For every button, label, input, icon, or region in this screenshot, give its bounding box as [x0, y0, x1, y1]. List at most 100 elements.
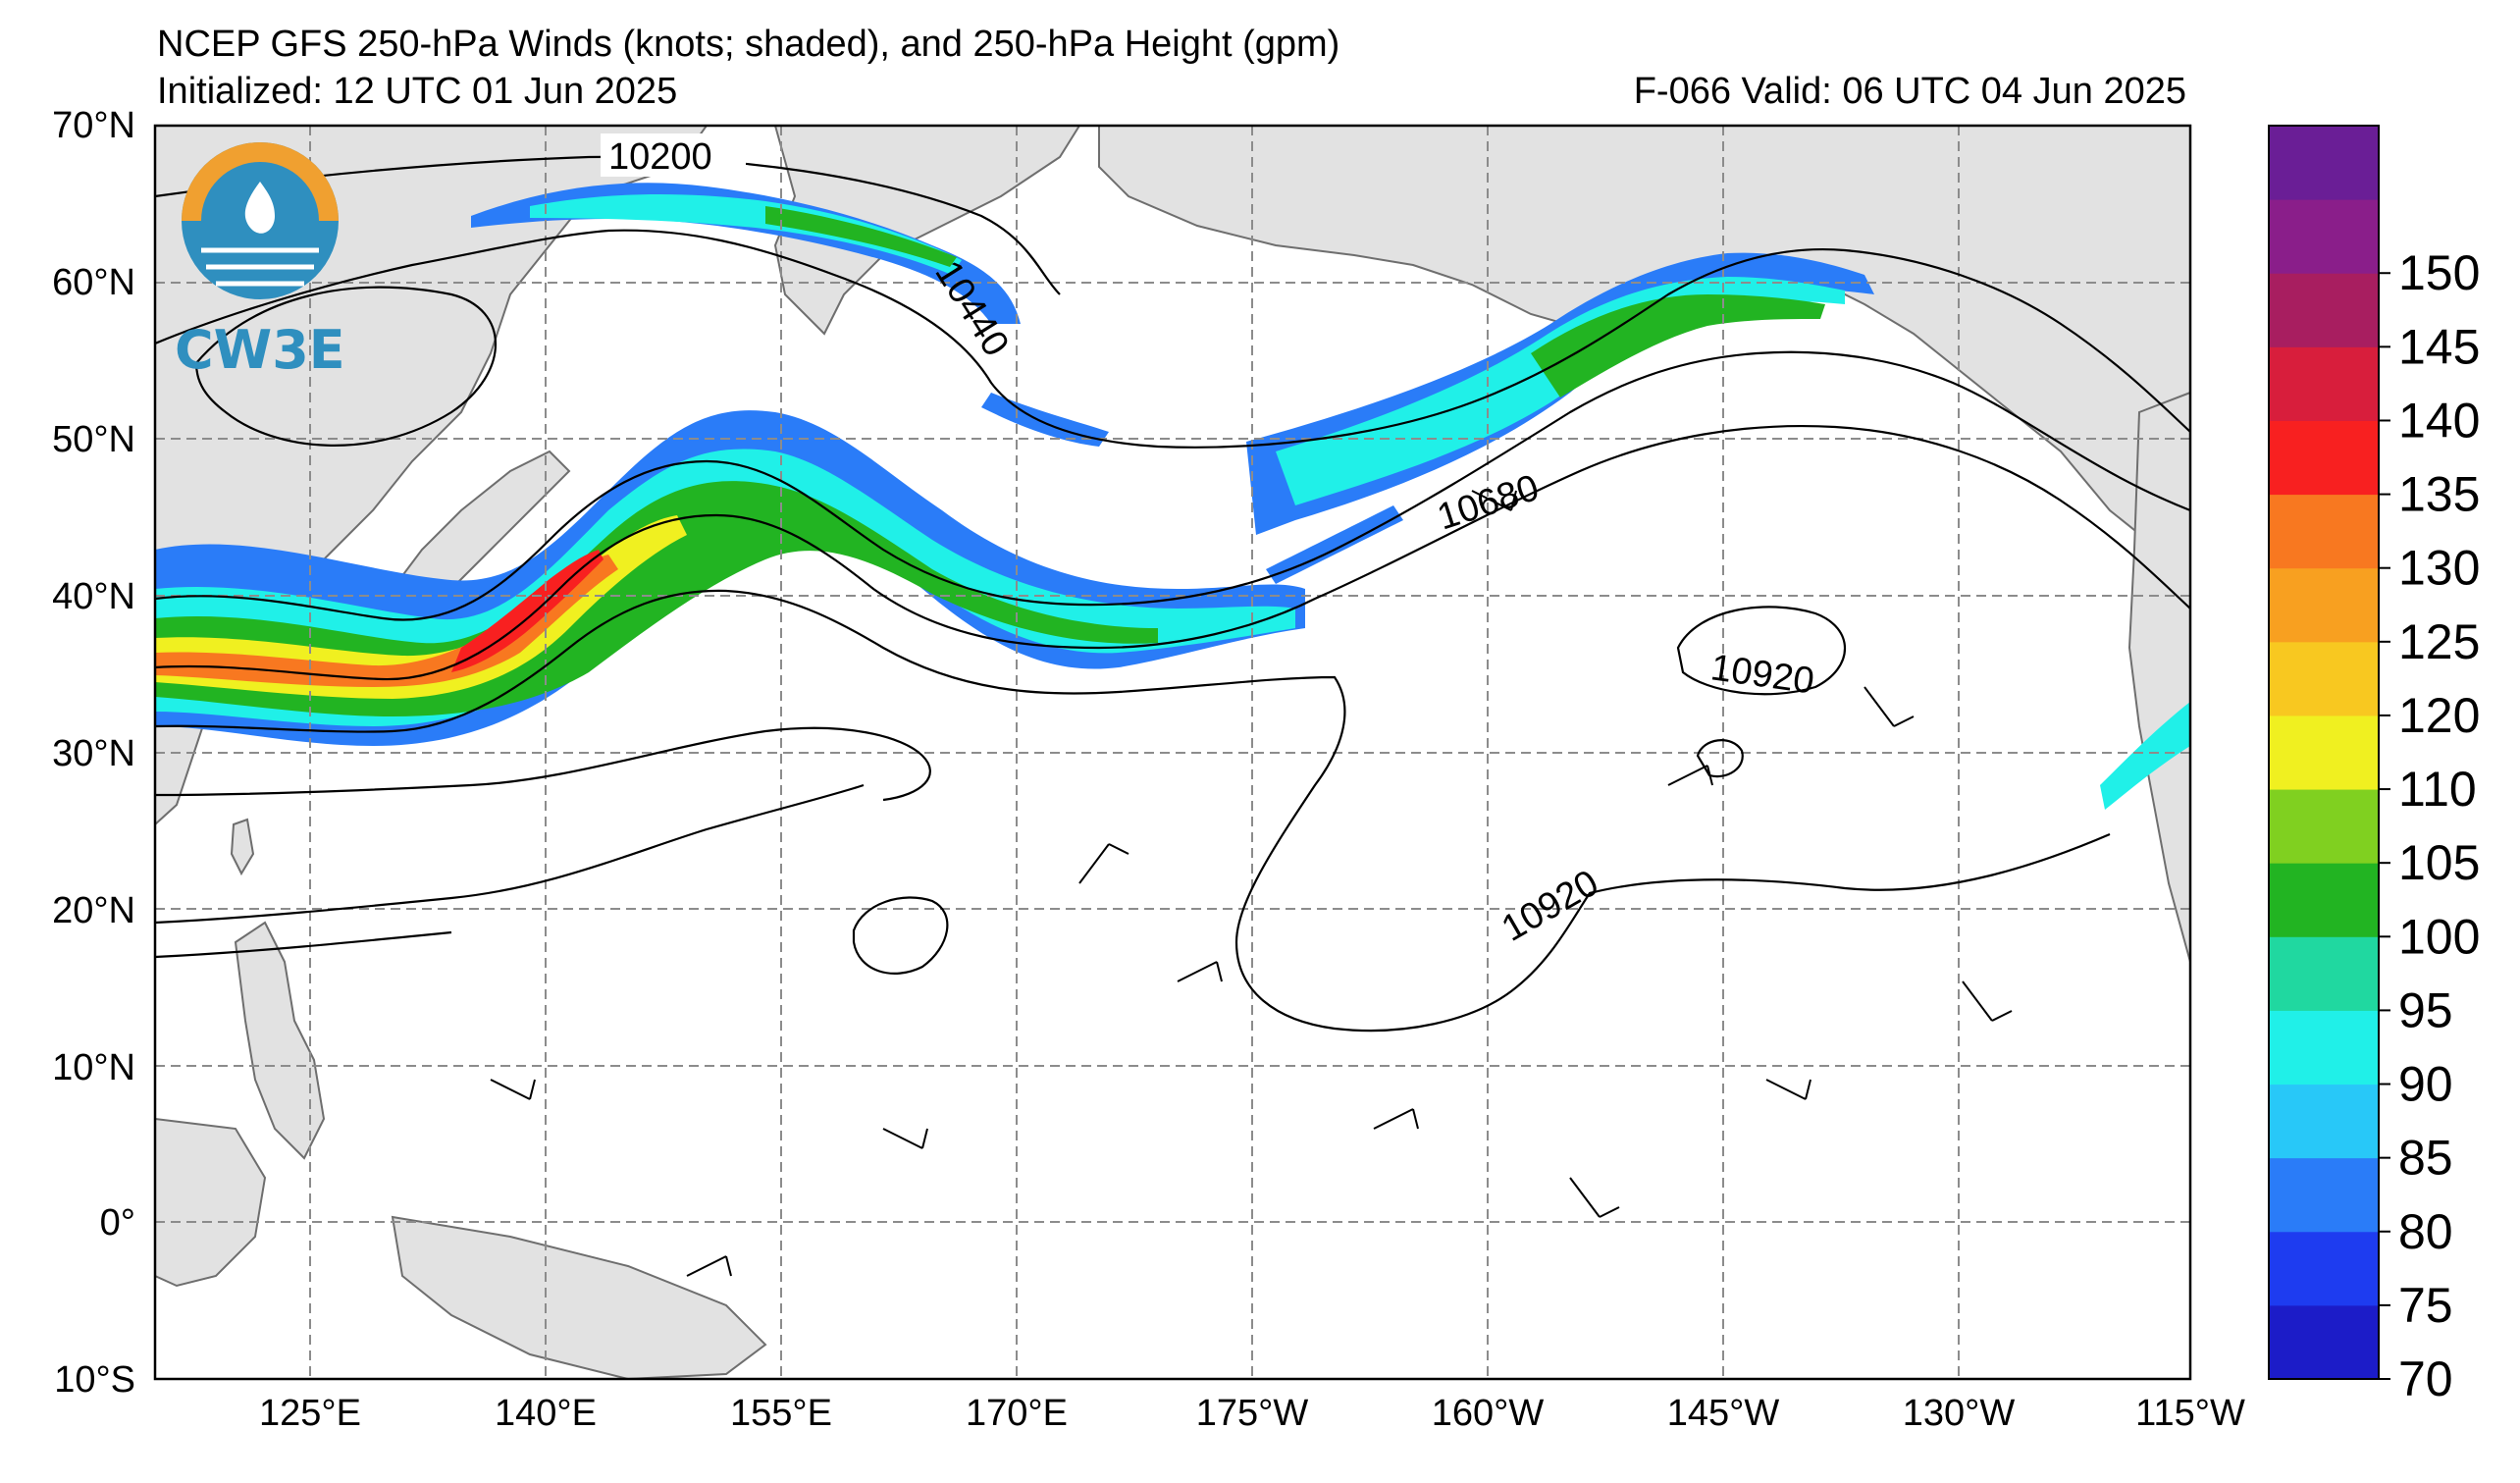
- contour-10920-loop: [1676, 606, 1847, 696]
- wind-speed-shading: [155, 183, 2190, 810]
- contour-label-10200: 10200: [608, 136, 712, 178]
- colorbar-bin: [2269, 494, 2379, 569]
- colorbar-label: 75: [2398, 1278, 2453, 1333]
- colorbar-label: 80: [2398, 1204, 2453, 1259]
- land-new-guinea: [391, 1215, 767, 1379]
- valid-time: F-066 Valid: 06 UTC 04 Jun 2025: [1633, 71, 2186, 112]
- contour-d: [155, 726, 931, 802]
- colorbar-bin: [2269, 789, 2379, 864]
- jet-main-red: [451, 550, 604, 672]
- colorbar-bin: [2269, 1010, 2379, 1086]
- colorbar-label: 125: [2398, 614, 2480, 669]
- land-borneo: [155, 1117, 267, 1288]
- lon-label: 145°W: [1667, 1393, 1780, 1434]
- colorbar-label: 105: [2398, 835, 2480, 890]
- land-north-america-west: [2127, 391, 2190, 963]
- contour-10440: [155, 229, 2190, 449]
- lon-label: 130°W: [1903, 1393, 2016, 1434]
- colorbar-bin: [2269, 567, 2379, 643]
- colorbar-bin: [2269, 199, 2379, 274]
- logo-text: CW3E: [175, 319, 345, 381]
- contour-e: [155, 783, 865, 925]
- wind-barb: [1569, 1177, 1620, 1218]
- colorbar-label: 85: [2398, 1131, 2453, 1186]
- colorbar-bin: [2269, 1157, 2379, 1233]
- contour-10440-loop: [194, 286, 497, 447]
- lon-label: 125°E: [259, 1393, 361, 1434]
- jet-alaska-green: [1531, 294, 1825, 397]
- colorbar-bin: [2269, 863, 2379, 937]
- wind-barbs: [490, 490, 2013, 1277]
- lat-label: 0°: [100, 1202, 135, 1244]
- colorbar-label: 130: [2398, 541, 2480, 596]
- latitude-labels: 70°N 60°N 50°N 40°N 30°N 20°N 10°N 0° 10…: [52, 105, 135, 1401]
- contour-a: [155, 350, 2190, 621]
- contour-tiny-loop: [1696, 739, 1744, 778]
- land-taiwan: [230, 818, 255, 876]
- colorbar-bin: [2269, 1084, 2379, 1159]
- longitude-labels: 125°E 140°E 155°E 170°E 175°W 160°W 145°…: [259, 1393, 2245, 1434]
- contour-b: [155, 424, 2190, 681]
- lat-label: 40°N: [52, 576, 135, 617]
- wind-barb: [882, 1128, 928, 1149]
- graticule: [155, 126, 2190, 1379]
- colorbar-bin: [2269, 936, 2379, 1011]
- wind-barb: [1373, 1108, 1419, 1130]
- colorbar-bin: [2269, 1304, 2379, 1380]
- lat-label: 10°N: [52, 1047, 135, 1088]
- lat-label: 30°N: [52, 733, 135, 774]
- colorbar-bin: [2269, 420, 2379, 496]
- map-plot-area: 10200 10440 10680 10920 10920 CW3E: [155, 126, 2190, 1379]
- lon-label: 160°W: [1432, 1393, 1545, 1434]
- colorbar-bin: [2269, 346, 2379, 421]
- init-time: Initialized: 12 UTC 01 Jun 2025: [157, 71, 678, 112]
- lat-label: 20°N: [52, 890, 135, 931]
- colorbar-labels: 70 75 80 85 90 95 100 105 110 120 125 130 135 140 145 1…: [2379, 245, 2480, 1406]
- wind-barb: [1177, 961, 1223, 982]
- colorbar-label: 120: [2398, 688, 2480, 743]
- lon-label: 115°W: [2135, 1393, 2245, 1434]
- contour-c: [155, 589, 2111, 1033]
- jet-main-orange: [155, 555, 618, 687]
- colorbar-bin: [2269, 1231, 2379, 1306]
- jet-main-yellow: [155, 515, 687, 699]
- height-contours: [155, 155, 2190, 1033]
- colorbar-bin: [2269, 273, 2379, 347]
- plot-frame: [153, 124, 2192, 1381]
- colorbar-label: 110: [2398, 762, 2477, 817]
- lon-label: 155°E: [730, 1393, 832, 1434]
- lat-label: 50°N: [52, 419, 135, 460]
- colorbar-label: 135: [2398, 467, 2480, 522]
- colorbar-label: 100: [2398, 909, 2480, 964]
- lat-label: 70°N: [52, 105, 135, 146]
- jet-california: [2100, 702, 2190, 810]
- colorbar-label: 150: [2398, 245, 2480, 300]
- colorbar: [2268, 125, 2380, 1380]
- wind-barb: [1962, 980, 2013, 1022]
- colorbar-label: 145: [2398, 319, 2480, 374]
- wind-barb: [1765, 1079, 1811, 1100]
- contour-small-loop: [852, 896, 949, 975]
- colorbar-label: 95: [2398, 982, 2453, 1037]
- lon-label: 175°W: [1196, 1393, 1309, 1434]
- jet-north-green: [765, 206, 957, 267]
- wind-barb: [1864, 686, 1915, 727]
- colorbar-label: 70: [2398, 1351, 2453, 1406]
- colorbar-label: 90: [2398, 1057, 2453, 1112]
- contour-f: [155, 930, 452, 959]
- lat-label: 60°N: [52, 262, 135, 303]
- colorbar-bin: [2269, 126, 2379, 200]
- wind-barb: [1078, 843, 1129, 884]
- wind-barb: [490, 1079, 536, 1100]
- cw3e-logo: CW3E: [175, 142, 345, 381]
- colorbar-frame: [2268, 125, 2380, 1380]
- lat-label: 10°S: [54, 1359, 135, 1401]
- jet-north-cyan: [530, 194, 962, 275]
- colorbar-bin: [2269, 641, 2379, 716]
- lon-label: 140°E: [495, 1393, 597, 1434]
- lon-label: 170°E: [966, 1393, 1068, 1434]
- wind-barb: [1471, 490, 1517, 511]
- wind-barb: [686, 1255, 732, 1277]
- colorbar-bin: [2269, 715, 2379, 790]
